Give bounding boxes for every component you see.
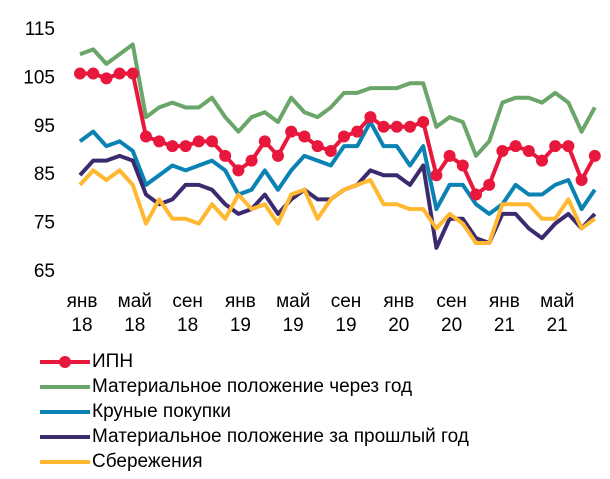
point [364, 111, 377, 124]
point [126, 67, 139, 80]
x-tick-label: сен 18 [172, 291, 203, 336]
legend-label: Материальное положение за прошлый год [92, 426, 469, 447]
legend-label: Сбережения [92, 451, 203, 472]
legend-label: Материальное положение через год [92, 376, 413, 397]
point [285, 125, 298, 138]
series-line [79, 42, 597, 158]
point [483, 178, 496, 191]
y-tick-label: 95 [34, 116, 55, 137]
point [206, 135, 218, 148]
point [509, 140, 522, 153]
legend-label: Круные покупки [92, 401, 232, 422]
point [443, 149, 456, 162]
point [430, 169, 443, 182]
x-tick-label: май 18 [117, 291, 152, 336]
y-tick-label: 85 [34, 164, 55, 185]
x-tick-label: янв 19 [224, 291, 256, 336]
x-tick-label: сен 19 [330, 291, 362, 336]
x-tick-label: янв 21 [488, 291, 520, 336]
y-tick-label: 115 [25, 19, 55, 40]
point [166, 140, 179, 153]
point [522, 145, 535, 157]
point [588, 149, 601, 162]
point [575, 174, 588, 187]
point [219, 149, 232, 162]
point [496, 145, 509, 157]
point [87, 67, 100, 80]
y-tick-label: 105 [23, 67, 55, 88]
point [258, 135, 271, 148]
point [404, 120, 416, 133]
point [324, 145, 337, 157]
point [311, 140, 324, 153]
y-tick-label: 75 [34, 213, 55, 234]
point [562, 140, 575, 153]
x-tick-label: май 21 [540, 291, 575, 336]
point [351, 125, 364, 138]
point [390, 120, 403, 133]
point [113, 67, 126, 80]
point [298, 130, 311, 143]
point [417, 115, 430, 128]
point [74, 67, 86, 80]
series-line [78, 119, 597, 216]
x-tick-label: янв 18 [66, 291, 98, 336]
point [536, 154, 548, 167]
point [153, 135, 166, 148]
x-tick-label: сен 20 [436, 291, 467, 336]
point [245, 154, 258, 167]
x-tick-label: май 19 [276, 291, 311, 336]
point [549, 140, 562, 153]
point [100, 72, 113, 85]
point [140, 130, 152, 143]
point [377, 120, 390, 133]
x-tick-label: янв 20 [383, 291, 415, 336]
point [272, 149, 284, 162]
point [456, 159, 469, 172]
point [179, 140, 192, 153]
point [338, 130, 350, 143]
point [232, 164, 245, 177]
y-tick-label: 65 [34, 261, 55, 282]
legend-marker [59, 356, 71, 368]
point [192, 135, 205, 148]
series-line [78, 168, 596, 245]
series-line [80, 71, 597, 197]
point [470, 188, 482, 201]
legend-label: ИПН [92, 351, 134, 372]
